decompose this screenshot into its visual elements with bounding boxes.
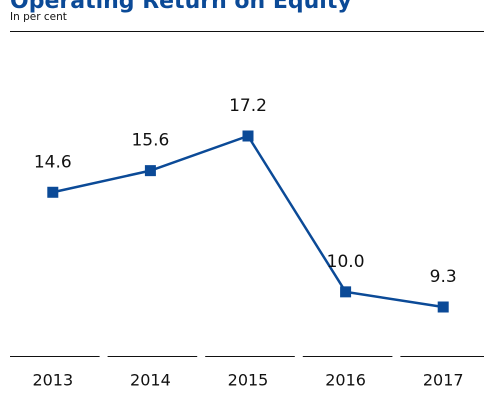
value-label: 15.6: [131, 131, 169, 151]
x-tick-label: 2015: [228, 371, 269, 390]
value-label: 10.0: [327, 252, 365, 272]
line: [52, 134, 444, 309]
value-label: 17.2: [229, 96, 267, 116]
marker: [47, 186, 59, 198]
x-tick-label: 2014: [130, 371, 171, 390]
marker: [144, 165, 156, 177]
marker: [340, 286, 352, 298]
marker: [437, 301, 449, 313]
chart-subtitle: In per cent: [10, 11, 67, 23]
x-tick-label: 2013: [32, 371, 73, 390]
chart-title: Operating Return on Equity: [10, 0, 352, 14]
marker: [242, 130, 254, 142]
value-label: 14.6: [34, 152, 72, 172]
x-tick-label: 2017: [423, 371, 464, 390]
x-tick-label: 2016: [325, 371, 366, 390]
value-label: 9.3: [430, 267, 457, 287]
